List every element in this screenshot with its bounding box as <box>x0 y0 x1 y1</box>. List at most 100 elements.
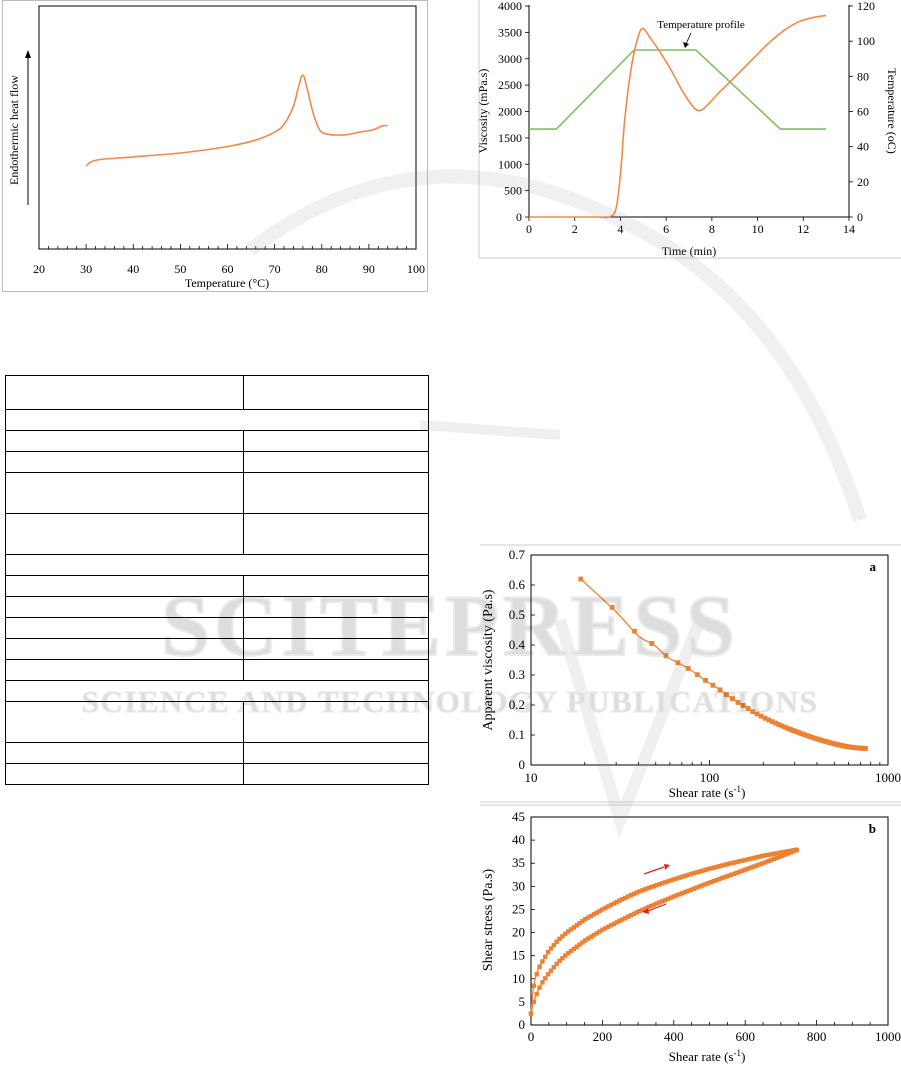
stress-ytick-label: 30 <box>512 878 525 893</box>
stress-down-point <box>617 918 622 924</box>
stress-up-point <box>725 861 731 867</box>
stress-up-point <box>583 917 588 922</box>
dsc-chart: 20 30 40 50 60 70 80 90 100 Endothermic heat flo… <box>2 0 428 292</box>
stress-down-point <box>637 908 642 914</box>
stress-up-point <box>765 852 771 858</box>
stress-down-point <box>537 985 542 990</box>
rva-ytick-right-label: 40 <box>857 140 869 154</box>
stress-up-point <box>717 863 722 869</box>
stress-up-point <box>671 877 676 882</box>
stress-down-point <box>608 923 614 928</box>
up-arrow-icon <box>643 866 665 875</box>
stress-down-point <box>643 906 648 911</box>
viscosity-point <box>807 734 813 739</box>
stress-down-point <box>548 968 554 973</box>
viscosity-point <box>632 628 637 634</box>
viscosity-point <box>717 687 723 693</box>
stress-up-point <box>614 899 619 905</box>
viscosity-figure: 10 100 1000 0 0.1 0.2 0.3 0.4 0.5 0.6 0.7 a Appare… <box>478 540 901 805</box>
stress-down-point <box>628 913 634 918</box>
stress-down-point <box>614 920 619 925</box>
viscosity-point <box>675 660 681 666</box>
dsc-heat-flow-line <box>85 74 388 167</box>
stress-down-point <box>711 878 716 884</box>
dsc-xtick-label: 70 <box>269 262 281 276</box>
shear-stress-chart: 0 200 400 600 800 1000 0 5 10 15 20 25 30 35 40 45 b Sh… <box>480 804 901 1064</box>
table-row <box>5 409 429 431</box>
stress-up-point <box>768 852 774 857</box>
table-row <box>5 659 429 681</box>
stress-down-point <box>743 867 748 872</box>
stress-down-point <box>574 944 579 949</box>
viscosity-xtick-label: 100 <box>700 770 720 785</box>
stress-down-point <box>691 886 696 891</box>
table-row <box>5 513 429 555</box>
stress-ytick-label: 40 <box>512 832 525 847</box>
stress-up-point <box>628 893 634 898</box>
stress-down-point <box>634 910 639 915</box>
stress-up-point <box>563 931 568 937</box>
stress-up-point <box>623 895 628 901</box>
viscosity-chart: 10 100 1000 0 0.1 0.2 0.3 0.4 0.5 0.6 0.7 a Appare… <box>480 544 901 803</box>
rva-ytick-right-label: 60 <box>857 105 869 119</box>
stress-up-point <box>694 870 699 875</box>
viscosity-ytick-label: 0.6 <box>509 577 526 592</box>
stress-up-point <box>634 890 639 895</box>
stress-down-point <box>545 972 551 977</box>
stress-down-point <box>697 884 702 889</box>
stress-down-point <box>740 868 745 873</box>
stress-down-point <box>611 921 617 927</box>
stress-up-point <box>697 869 702 874</box>
rva-xtick-label: 14 <box>843 222 855 236</box>
stress-up-point <box>780 850 785 855</box>
table-row <box>5 638 429 660</box>
rva-xtick-label: 8 <box>709 222 715 236</box>
stress-down-point <box>588 934 594 940</box>
viscosity-point <box>609 605 615 610</box>
stress-up-point <box>605 904 611 909</box>
viscosity-point <box>703 678 708 683</box>
viscosity-point <box>663 653 669 659</box>
stress-ytick-label: 45 <box>512 809 525 824</box>
viscosity-point <box>750 709 756 714</box>
stress-xtick-label: 0 <box>528 1029 535 1044</box>
rva-ytick-right-label: 100 <box>857 34 875 48</box>
stress-down-point <box>720 875 725 881</box>
stress-down-point <box>665 896 671 902</box>
stress-down-point <box>580 940 585 945</box>
stress-up-point <box>663 880 668 885</box>
stress-down-point <box>577 942 582 947</box>
stress-down-point <box>671 894 676 899</box>
stress-up-point <box>597 908 602 914</box>
rva-xtick-label: 10 <box>752 222 764 236</box>
viscosity-point <box>735 700 741 705</box>
rva-xtick-label: 0 <box>526 222 532 236</box>
table-row <box>5 575 429 597</box>
stress-up-point <box>591 912 597 917</box>
stress-up-point <box>643 887 648 892</box>
viscosity-point <box>762 715 768 721</box>
viscosity-point <box>724 692 729 698</box>
stress-down-point <box>531 999 537 1005</box>
stress-down-point <box>597 929 602 934</box>
stress-down-point <box>625 914 631 919</box>
annotation-arrow-icon <box>683 42 689 48</box>
stress-up-point <box>777 850 782 856</box>
table-row <box>5 554 429 576</box>
stress-down-point <box>728 872 734 878</box>
stress-up-point <box>748 856 754 861</box>
viscosity-ytick-label: 0.7 <box>509 547 526 562</box>
stress-up-point <box>568 927 574 932</box>
stress-down-point <box>751 864 756 869</box>
dsc-xtick-label: 30 <box>80 262 92 276</box>
shear-stress-ylabel: Shear stress (Pa.s) <box>481 869 496 972</box>
down-arrowhead-icon <box>642 908 649 914</box>
stress-down-point <box>757 862 762 867</box>
stress-down-point <box>554 961 559 967</box>
stress-down-point <box>677 892 682 897</box>
stress-down-point <box>551 965 557 970</box>
stress-up-point <box>708 866 714 871</box>
viscosity-point <box>694 672 700 678</box>
stress-down-point <box>663 897 668 903</box>
stress-down-point <box>563 953 568 958</box>
